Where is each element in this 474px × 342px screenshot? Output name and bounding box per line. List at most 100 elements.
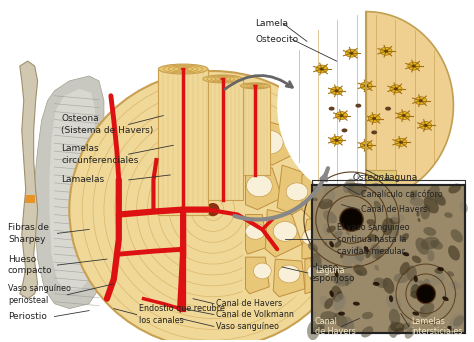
Ellipse shape xyxy=(368,234,379,241)
Text: circunferenciales: circunferenciales xyxy=(61,156,139,165)
Ellipse shape xyxy=(402,114,406,117)
Ellipse shape xyxy=(380,47,392,55)
Ellipse shape xyxy=(320,311,338,323)
Ellipse shape xyxy=(401,233,409,241)
Ellipse shape xyxy=(374,265,379,271)
Ellipse shape xyxy=(203,75,243,83)
Polygon shape xyxy=(246,165,282,210)
Bar xyxy=(312,185,465,333)
Ellipse shape xyxy=(405,328,414,339)
Ellipse shape xyxy=(342,129,347,132)
Ellipse shape xyxy=(312,197,318,201)
Ellipse shape xyxy=(450,329,455,332)
Ellipse shape xyxy=(387,235,398,244)
Polygon shape xyxy=(366,12,454,200)
Text: Osteocito: Osteocito xyxy=(255,35,299,44)
Ellipse shape xyxy=(448,245,460,261)
Text: compacto: compacto xyxy=(8,266,53,276)
Ellipse shape xyxy=(327,226,336,233)
Ellipse shape xyxy=(331,286,342,302)
Text: Lamelas: Lamelas xyxy=(61,144,99,153)
Ellipse shape xyxy=(423,227,436,236)
Ellipse shape xyxy=(361,326,373,338)
Ellipse shape xyxy=(402,252,409,256)
Ellipse shape xyxy=(246,175,272,197)
Ellipse shape xyxy=(337,291,344,300)
Polygon shape xyxy=(366,170,396,200)
Ellipse shape xyxy=(430,273,445,286)
Ellipse shape xyxy=(420,307,425,314)
Ellipse shape xyxy=(313,264,330,278)
Ellipse shape xyxy=(415,97,427,105)
Ellipse shape xyxy=(366,219,376,225)
Ellipse shape xyxy=(375,228,378,232)
Polygon shape xyxy=(49,89,97,291)
Ellipse shape xyxy=(158,64,208,74)
Ellipse shape xyxy=(460,201,468,213)
Circle shape xyxy=(342,210,361,229)
Ellipse shape xyxy=(416,212,419,216)
Text: Vaso sanguíneo: Vaso sanguíneo xyxy=(8,284,71,293)
Ellipse shape xyxy=(410,197,424,206)
Ellipse shape xyxy=(370,243,381,260)
Ellipse shape xyxy=(390,322,404,331)
Ellipse shape xyxy=(389,224,399,240)
Ellipse shape xyxy=(424,124,428,127)
Ellipse shape xyxy=(335,273,354,287)
Ellipse shape xyxy=(324,298,333,309)
Ellipse shape xyxy=(368,115,380,122)
Ellipse shape xyxy=(302,229,322,245)
Text: Periostio: Periostio xyxy=(8,312,47,321)
Ellipse shape xyxy=(278,265,300,283)
Ellipse shape xyxy=(408,62,420,70)
Ellipse shape xyxy=(410,190,416,200)
Ellipse shape xyxy=(346,49,357,57)
Ellipse shape xyxy=(423,278,431,290)
Polygon shape xyxy=(246,116,292,165)
Ellipse shape xyxy=(300,140,324,160)
Ellipse shape xyxy=(181,68,186,70)
Ellipse shape xyxy=(335,139,338,142)
Ellipse shape xyxy=(373,183,378,187)
Ellipse shape xyxy=(430,240,443,250)
Ellipse shape xyxy=(255,130,283,154)
Ellipse shape xyxy=(372,117,376,120)
Ellipse shape xyxy=(381,249,385,253)
Ellipse shape xyxy=(343,207,353,215)
Ellipse shape xyxy=(349,210,361,217)
Ellipse shape xyxy=(318,321,325,332)
Text: Hueso: Hueso xyxy=(8,254,36,264)
Ellipse shape xyxy=(390,217,401,224)
Ellipse shape xyxy=(434,190,438,193)
Ellipse shape xyxy=(452,281,458,289)
Ellipse shape xyxy=(332,275,346,284)
Ellipse shape xyxy=(354,253,363,267)
Ellipse shape xyxy=(336,111,347,119)
Ellipse shape xyxy=(308,243,318,252)
Text: Canalículo calcóforo: Canalículo calcóforo xyxy=(361,190,443,199)
Ellipse shape xyxy=(455,292,459,296)
Ellipse shape xyxy=(420,205,430,220)
Ellipse shape xyxy=(418,218,420,222)
Polygon shape xyxy=(35,76,107,308)
Ellipse shape xyxy=(307,265,323,279)
Ellipse shape xyxy=(427,250,435,261)
Ellipse shape xyxy=(385,107,391,110)
Text: Canal de Volkmann: Canal de Volkmann xyxy=(216,310,294,319)
Ellipse shape xyxy=(399,141,403,144)
Ellipse shape xyxy=(412,312,419,316)
Text: cavidad medular: cavidad medular xyxy=(337,247,405,256)
Ellipse shape xyxy=(335,271,338,277)
Ellipse shape xyxy=(328,318,332,322)
Ellipse shape xyxy=(398,111,410,119)
Ellipse shape xyxy=(347,220,360,228)
Text: El vaso sanguíneo: El vaso sanguíneo xyxy=(337,223,409,232)
Ellipse shape xyxy=(451,229,463,242)
Ellipse shape xyxy=(389,309,400,326)
Ellipse shape xyxy=(346,231,350,235)
Text: Laguna: Laguna xyxy=(384,173,417,182)
Ellipse shape xyxy=(437,267,444,271)
Ellipse shape xyxy=(389,295,393,302)
Ellipse shape xyxy=(323,199,329,203)
Ellipse shape xyxy=(412,65,416,68)
